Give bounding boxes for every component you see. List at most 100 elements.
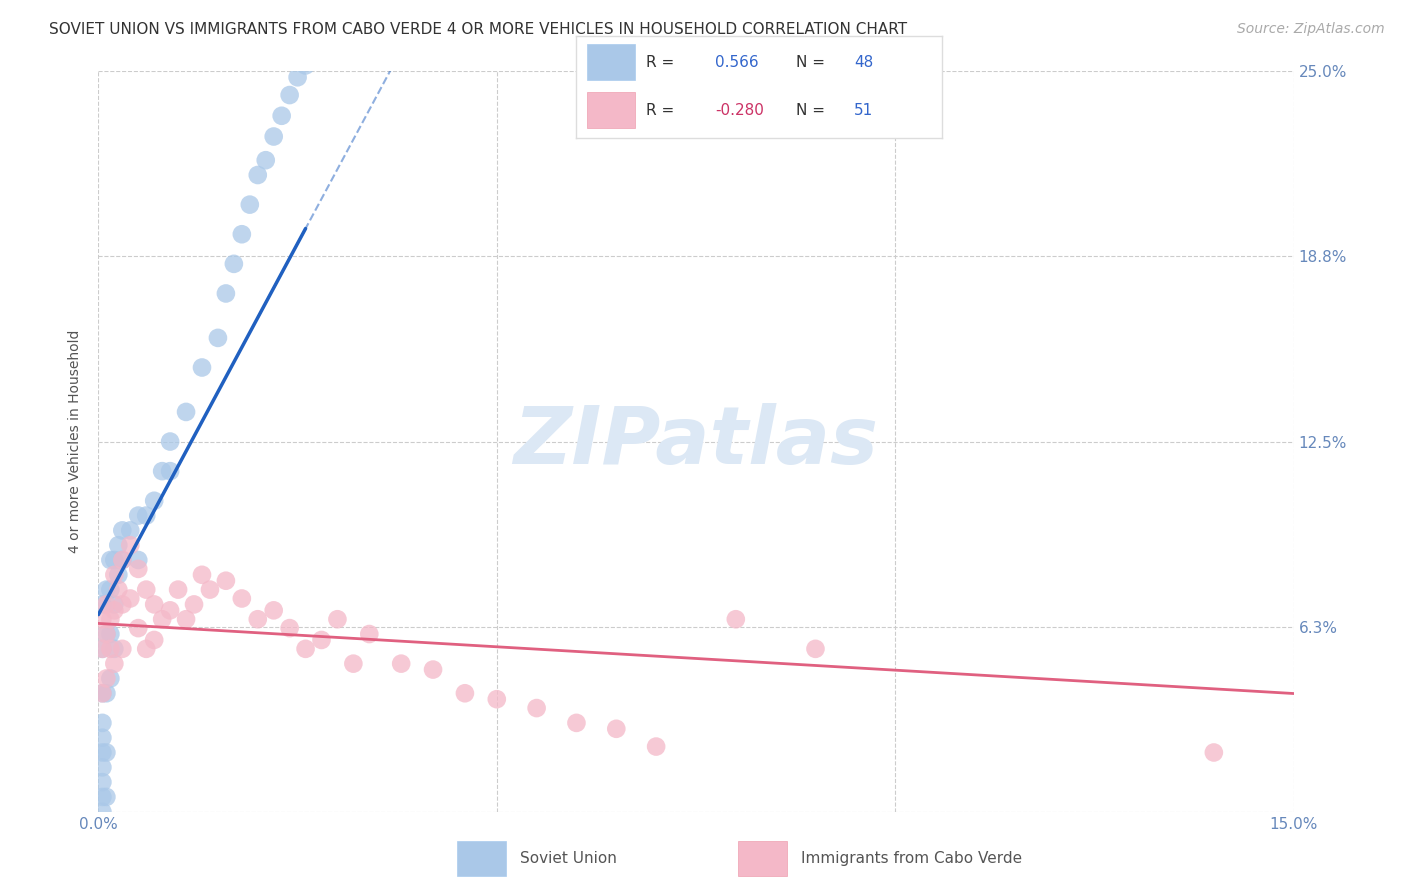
Bar [588,44,636,79]
Point [174,405,197,419]
Bar [457,841,506,876]
Point [98,553,122,567]
Point [103,567,125,582]
Point [111,598,134,612]
Point [278,621,301,635]
Point [422,663,444,677]
Text: ZIPatlas: ZIPatlas [513,402,879,481]
Point [91,715,114,730]
Point [96,627,118,641]
Text: R =: R = [645,54,679,70]
Text: R =: R = [645,103,679,118]
Point [215,574,238,588]
Point [294,641,316,656]
Point [150,464,173,478]
Point [135,641,157,656]
Point [389,657,412,671]
Point [111,641,134,656]
Point [143,493,166,508]
Point [127,508,149,523]
Text: Immigrants from Cabo Verde: Immigrants from Cabo Verde [801,851,1022,866]
Point [111,553,134,567]
Point [159,464,181,478]
Text: Soviet Union: Soviet Union [520,851,617,866]
Text: N =: N = [796,103,830,118]
Point [96,672,118,686]
Point [159,603,181,617]
Point [143,598,166,612]
Point [91,746,114,760]
Point [98,641,122,656]
Bar [588,92,636,128]
Point [198,582,221,597]
Point [263,129,285,144]
Point [1202,746,1225,760]
Point [287,70,309,85]
Point [263,603,285,617]
Point [91,805,114,819]
Point [103,641,125,656]
Point [135,582,157,597]
Point [103,598,125,612]
Point [127,562,149,576]
Point [294,58,316,72]
Point [107,538,129,552]
Point [254,153,277,168]
Bar [738,841,787,876]
Y-axis label: 4 or more Vehicles in Household: 4 or more Vehicles in Household [69,330,83,553]
Point [91,598,114,612]
Point [107,582,129,597]
Point [605,722,627,736]
Point [120,538,142,552]
Point [231,591,253,606]
Point [804,641,827,656]
Point [111,524,134,538]
Point [103,553,125,567]
Point [91,775,114,789]
Point [91,641,114,656]
Point [246,168,269,182]
Text: SOVIET UNION VS IMMIGRANTS FROM CABO VERDE 4 OR MORE VEHICLES IN HOUSEHOLD CORRE: SOVIET UNION VS IMMIGRANTS FROM CABO VER… [49,22,907,37]
Point [167,582,190,597]
Point [215,286,238,301]
Point [103,657,125,671]
Text: -0.280: -0.280 [716,103,765,118]
Point [111,553,134,567]
Point [278,88,301,103]
Point [239,197,262,211]
Point [96,598,118,612]
Point [191,360,214,375]
Point [91,612,114,626]
Point [183,598,205,612]
Point [96,746,118,760]
Point [120,591,142,606]
Point [120,524,142,538]
Point [98,582,122,597]
Point [231,227,253,242]
Text: N =: N = [796,54,830,70]
Point [96,789,118,804]
Point [107,567,129,582]
Point [91,686,114,700]
Point [91,760,114,774]
Point [645,739,668,754]
Point [98,612,122,626]
Point [159,434,181,449]
Point [246,612,269,626]
Point [311,632,333,647]
Point [91,789,114,804]
Point [342,657,364,671]
Point [526,701,548,715]
Text: 48: 48 [855,54,873,70]
Text: Source: ZipAtlas.com: Source: ZipAtlas.com [1237,22,1385,37]
Point [91,641,114,656]
Point [103,603,125,617]
Point [96,686,118,700]
Point [270,109,292,123]
Point [150,612,173,626]
Point [359,627,381,641]
Point [565,715,588,730]
Point [135,508,157,523]
Point [91,686,114,700]
Point [127,553,149,567]
